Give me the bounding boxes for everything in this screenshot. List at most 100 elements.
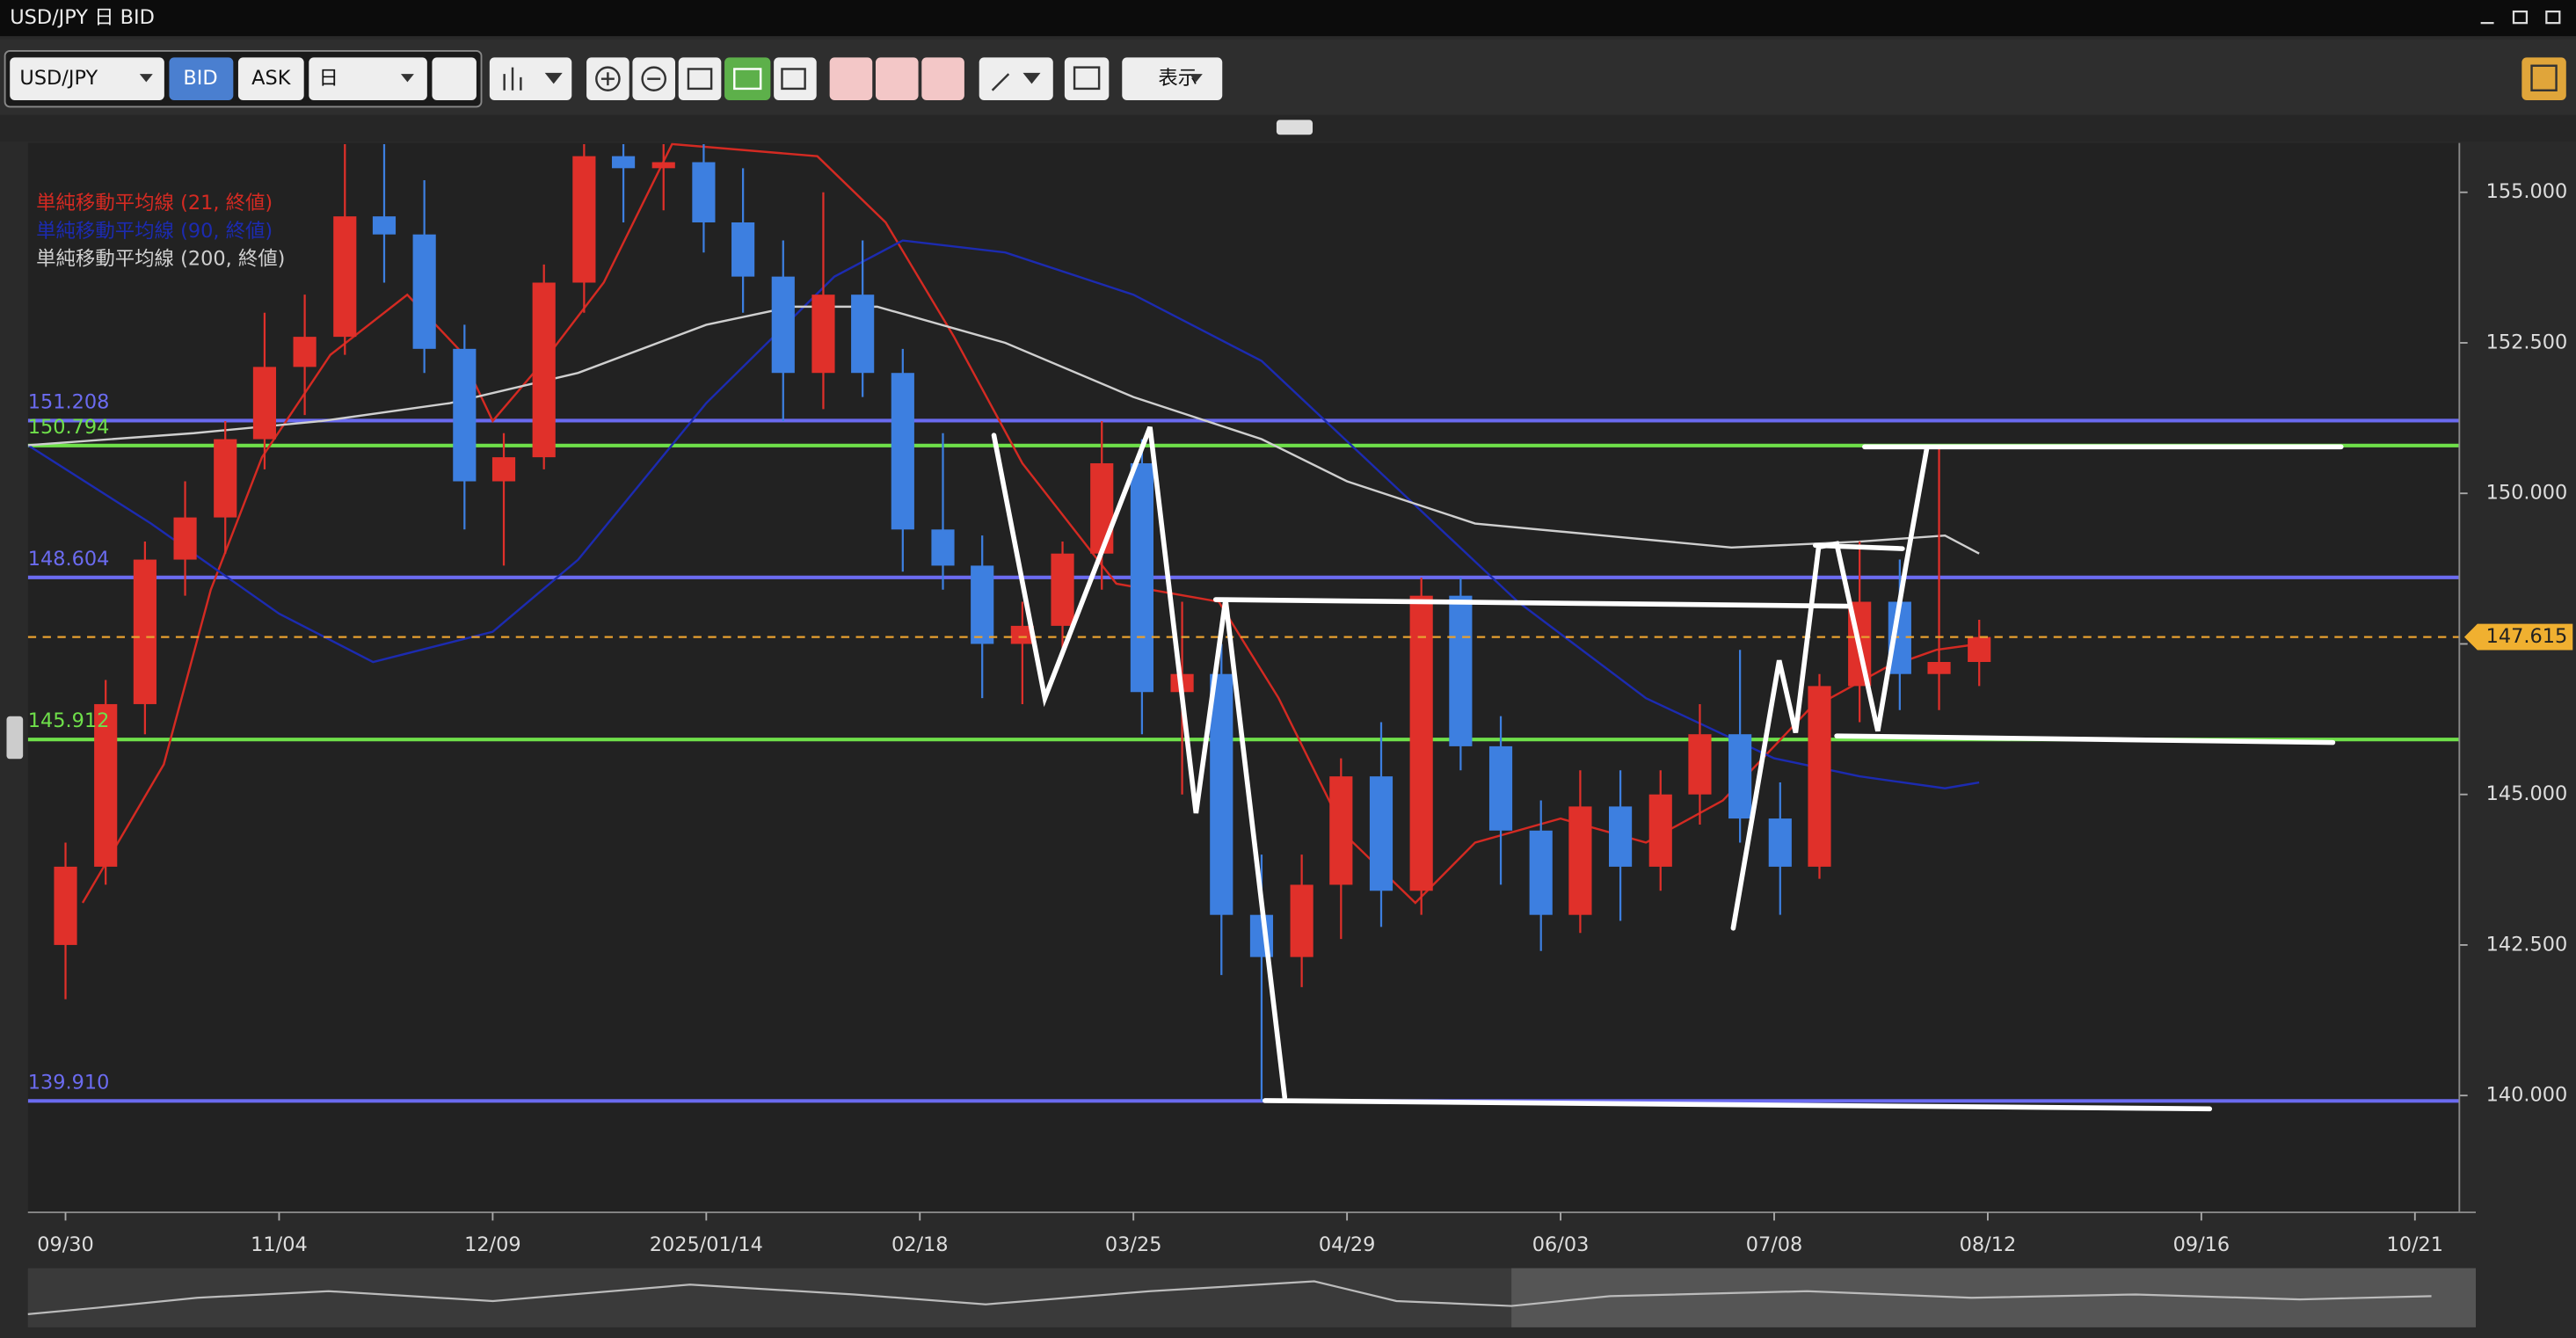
- user-drawings: [991, 425, 2344, 1112]
- bid-text: BID: [183, 67, 217, 90]
- candle-body: [1409, 595, 1433, 891]
- bid-button[interactable]: [169, 57, 234, 100]
- candle-body: [173, 517, 197, 560]
- y-tick-label: 142.500: [2486, 933, 2568, 956]
- x-tick-label: 09/30: [37, 1233, 94, 1256]
- candle-body: [54, 866, 77, 945]
- candle-body: [811, 295, 835, 374]
- legend-entry: 単純移動平均線 (200, 終値): [36, 248, 285, 271]
- splitter-handle[interactable]: [1276, 120, 1313, 135]
- candle-body: [1968, 636, 1991, 663]
- candle-body: [1529, 830, 1553, 915]
- candle-body: [1609, 806, 1633, 867]
- candle-body: [611, 156, 636, 169]
- link-button[interactable]: [432, 57, 477, 100]
- candle-body: [1329, 776, 1353, 885]
- price-level-label: 148.604: [28, 548, 110, 571]
- candle-body: [771, 276, 795, 374]
- candle-body: [252, 367, 277, 440]
- title-bar: [0, 0, 2576, 37]
- candle-body: [1290, 884, 1313, 957]
- x-tick-label: 07/08: [1746, 1233, 1803, 1256]
- dropdown-arrow: [139, 74, 153, 83]
- candle-body: [1808, 686, 1831, 867]
- x-tick-label: 06/03: [1532, 1233, 1590, 1256]
- x-tick-label: 12/09: [464, 1233, 521, 1256]
- tool-icons: [503, 64, 2558, 91]
- window-controls[interactable]: [2480, 10, 2561, 25]
- candle-body: [971, 565, 994, 644]
- candle-body: [1090, 462, 1114, 554]
- window-title: USD/JPY 日 BID: [10, 6, 155, 29]
- dropdown-arrow: [400, 74, 414, 83]
- candle-body: [1010, 625, 1034, 644]
- legend-entry: 単純移動平均線 (21, 終値): [36, 192, 273, 215]
- current-price-tag: [2463, 623, 2573, 651]
- candle-body: [94, 703, 118, 867]
- legend-entry: 単純移動平均線 (90, 終値): [36, 220, 273, 243]
- candle-body: [692, 162, 716, 222]
- candle-body: [372, 216, 397, 235]
- x-tick-label: 10/21: [2387, 1233, 2444, 1256]
- candle-body: [1568, 806, 1592, 915]
- x-tick-label: 11/04: [251, 1233, 308, 1256]
- candle-body: [851, 295, 875, 374]
- y-tick-label: 155.000: [2486, 180, 2568, 203]
- candle-body: [333, 216, 357, 338]
- candle-body: [1210, 673, 1233, 915]
- display-text: 表示: [1158, 67, 1197, 90]
- moving-average-line: [27, 239, 1980, 789]
- side-handle[interactable]: [6, 716, 24, 760]
- candle-body: [1728, 734, 1752, 819]
- moving-average-line: [81, 142, 1980, 905]
- candle-body: [491, 457, 516, 482]
- candle-body: [1648, 794, 1672, 867]
- candle-body: [1768, 818, 1792, 867]
- current-price-label: 147.615: [2486, 625, 2568, 648]
- candle-body: [453, 348, 477, 482]
- plot-area: [27, 142, 2460, 1213]
- candle-body: [1688, 734, 1712, 795]
- candle-body: [214, 439, 237, 518]
- x-tick-label: 04/29: [1319, 1233, 1376, 1256]
- ask-button[interactable]: [237, 57, 304, 100]
- navigator-line: [27, 1280, 2432, 1316]
- candle-body: [1051, 553, 1074, 626]
- period-text: 日: [319, 67, 338, 90]
- x-tick-label: 02/18: [891, 1233, 949, 1256]
- candle-body: [731, 222, 755, 277]
- symbol-select[interactable]: [10, 57, 164, 100]
- candle-body: [931, 529, 955, 566]
- ask-text: ASK: [251, 67, 292, 90]
- candle-body: [532, 282, 556, 458]
- y-tick-label: 145.000: [2486, 782, 2568, 805]
- price-level-label: 150.794: [28, 416, 110, 439]
- y-tick-label: 140.000: [2486, 1084, 2568, 1107]
- y-tick-label: 152.500: [2486, 331, 2568, 353]
- candle-body: [651, 162, 675, 169]
- candle-body: [891, 373, 914, 530]
- x-tick-label: 08/12: [1960, 1233, 2017, 1256]
- x-tick-label: 03/25: [1105, 1233, 1162, 1256]
- candle-body: [572, 156, 596, 283]
- candle-body: [412, 234, 436, 349]
- candle-body: [1488, 745, 1513, 831]
- dropdown-arrow: [1189, 74, 1203, 83]
- price-level-label: 151.208: [28, 390, 110, 413]
- candle-body: [293, 337, 317, 367]
- price-level-label: 139.910: [28, 1071, 110, 1094]
- candle-body: [1449, 595, 1473, 746]
- axes: 140.000142.500145.000147.500150.000152.5…: [27, 142, 2573, 1256]
- candle-body: [1927, 662, 1951, 674]
- candle-body: [133, 559, 156, 704]
- candle-body: [1130, 462, 1153, 693]
- x-tick-label: 2025/01/14: [650, 1233, 763, 1256]
- candle-body: [1369, 776, 1394, 891]
- moving-average-line: [27, 305, 1980, 555]
- x-tick-label: 09/16: [2173, 1233, 2230, 1256]
- period-select[interactable]: [309, 57, 427, 100]
- price-level-label: 145.912: [28, 709, 110, 732]
- y-tick-label: 150.000: [2486, 482, 2568, 505]
